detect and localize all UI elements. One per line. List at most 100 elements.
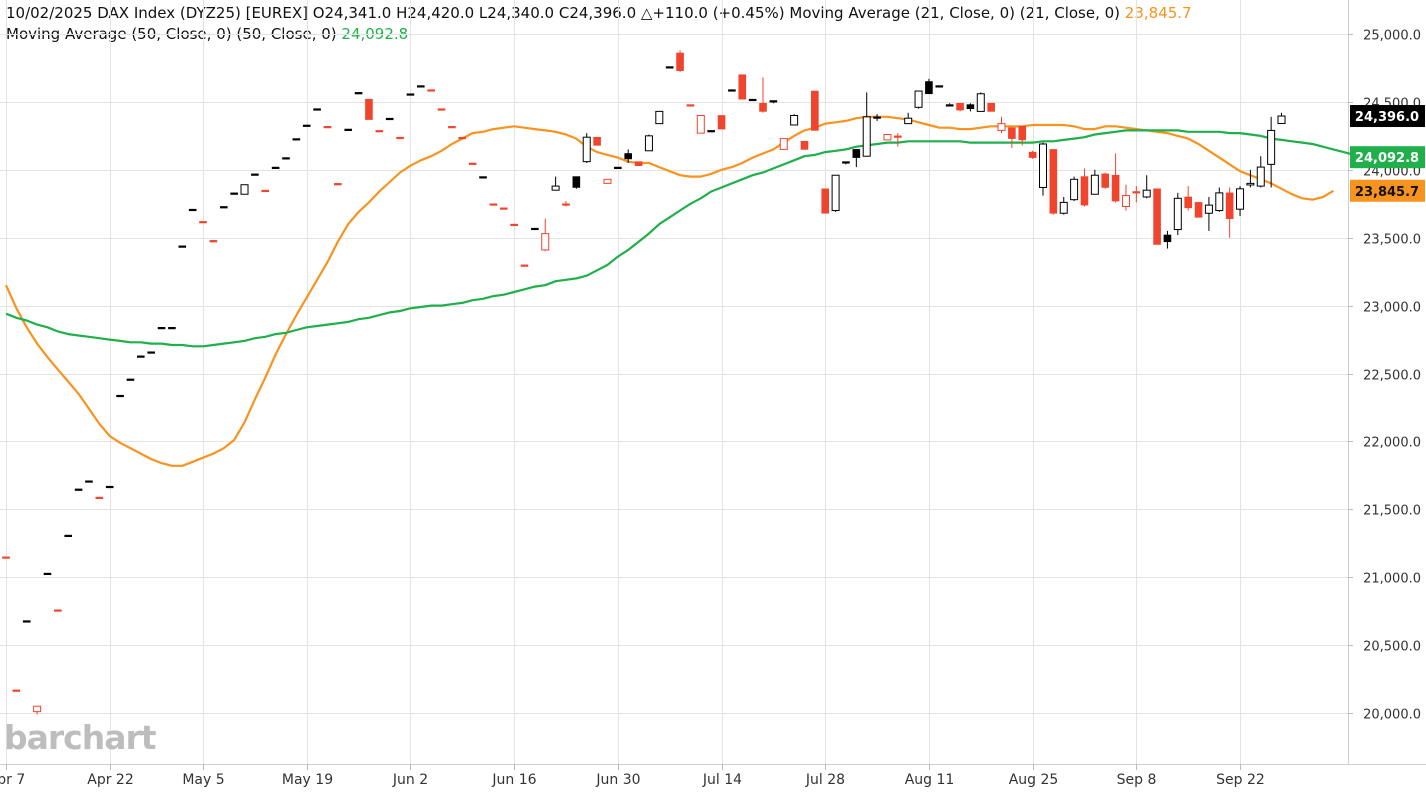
candle-body [997, 123, 1006, 131]
y-tick-label: 23,500.0 [1363, 233, 1421, 248]
candle [1080, 168, 1089, 207]
ma21-tag: 23,845.7 [1350, 179, 1425, 202]
candle-body [510, 223, 518, 227]
candle-body [219, 206, 228, 209]
candle [904, 112, 913, 125]
candle-body [147, 351, 155, 354]
candle-body [292, 138, 301, 141]
candle [1267, 116, 1276, 188]
candle [510, 223, 518, 227]
candle [696, 114, 705, 134]
candle [593, 136, 601, 146]
candle [1256, 156, 1265, 188]
candle [800, 140, 809, 150]
candle [1204, 196, 1213, 231]
candle-body [54, 609, 62, 612]
x-tick-label: Jun 16 [491, 772, 536, 788]
candle [572, 176, 581, 189]
x-tick-label: Jun 2 [392, 772, 428, 788]
candle-body [665, 66, 674, 69]
candle-body [935, 85, 944, 88]
candle [116, 394, 124, 398]
candle [582, 133, 591, 164]
candle-body [676, 52, 684, 71]
candle-body [1080, 176, 1089, 206]
candle-body [406, 93, 415, 96]
candle-body [116, 394, 124, 398]
candle-body [945, 104, 954, 107]
candle-body [385, 117, 394, 121]
x-tick-label: May 5 [182, 772, 224, 788]
candle-body [344, 128, 353, 131]
candle [448, 126, 456, 129]
candle-body [987, 102, 995, 112]
candle [1049, 149, 1058, 215]
y-tick-label: 23,000.0 [1363, 301, 1421, 316]
x-tick-label: Jun 30 [595, 772, 640, 788]
candle [271, 166, 280, 169]
candle [126, 378, 135, 381]
candle-body [811, 90, 819, 131]
candle [821, 188, 830, 214]
candle [437, 108, 446, 111]
candle-body [365, 98, 373, 120]
y-tick-label: 20,500.0 [1363, 640, 1421, 655]
candle-body [33, 705, 42, 713]
candle-body [1215, 192, 1224, 212]
candle-body [188, 208, 197, 212]
candle [375, 130, 384, 133]
x-tick-label: Jul 28 [805, 772, 845, 788]
ma21-tag-text: 23,845.7 [1355, 185, 1419, 200]
candle-body [593, 136, 601, 146]
candle-body [375, 130, 384, 133]
candle [1028, 150, 1037, 159]
last-price-tag-text: 24,396.0 [1355, 110, 1419, 125]
candle [178, 245, 187, 248]
candle [427, 89, 435, 92]
candle-body [728, 89, 736, 92]
candle-body [1132, 191, 1141, 194]
x-tick-label: Aug 25 [1009, 772, 1059, 788]
ma50-line [5, 129, 1375, 348]
candle-body [873, 116, 881, 119]
x-tick-label: Aug 11 [905, 772, 955, 788]
ma50-tag: 24,092.8 [1350, 146, 1425, 169]
candle-body [551, 185, 560, 191]
candle-body [624, 153, 633, 160]
candle-body [468, 162, 477, 165]
candle-body [1039, 143, 1047, 188]
candle-body [74, 488, 83, 491]
candle-body [1008, 127, 1016, 139]
ma21-value: 23,845.7 [1124, 4, 1192, 22]
candle [531, 227, 539, 231]
candle [334, 183, 342, 186]
candle-body [271, 166, 280, 169]
candle [1132, 186, 1141, 203]
candle-body [168, 327, 176, 330]
last-price-tag-box [1350, 105, 1425, 128]
candle [852, 149, 861, 168]
candle [292, 138, 301, 141]
candle [956, 102, 964, 112]
candle-body [852, 149, 861, 158]
candle-body [126, 378, 135, 381]
candle-body [686, 104, 695, 107]
candle-body [572, 176, 581, 188]
candle-body [614, 166, 622, 169]
candle [541, 218, 550, 252]
candle [665, 66, 674, 69]
candle-body [43, 572, 52, 576]
candle [282, 157, 290, 160]
candle [634, 161, 643, 167]
candle-body [707, 130, 715, 133]
candle [1153, 188, 1161, 245]
candle-body [883, 133, 892, 141]
candle [157, 327, 166, 330]
candle [976, 92, 985, 112]
last-price-tag: 24,396.0 [1350, 105, 1425, 128]
candle [1070, 176, 1079, 202]
candle-body [759, 102, 767, 112]
candle [883, 133, 892, 141]
candle [748, 98, 757, 102]
